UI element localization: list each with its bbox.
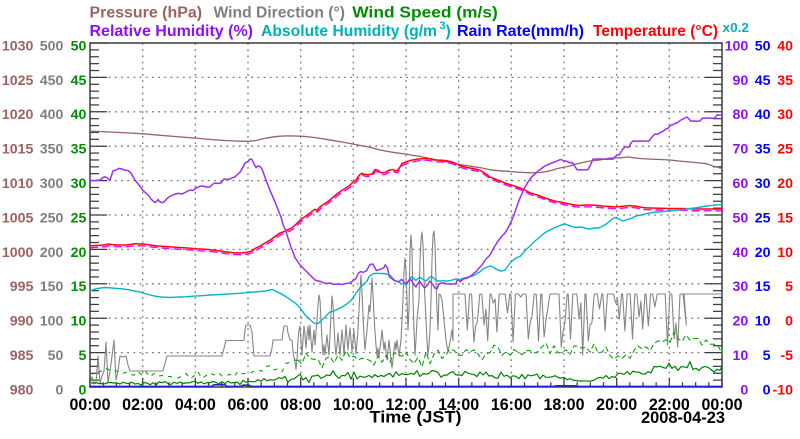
- svg-text:Wind Speed (m/s): Wind Speed (m/s): [352, 4, 498, 21]
- svg-text:Time (JST): Time (JST): [370, 409, 462, 427]
- svg-text:80: 80: [733, 107, 749, 123]
- svg-text:995: 995: [10, 279, 34, 295]
- svg-text:-10: -10: [772, 382, 793, 398]
- svg-text:100: 100: [725, 38, 749, 54]
- svg-text:1010: 1010: [2, 176, 34, 192]
- svg-text:25: 25: [71, 210, 87, 226]
- svg-text:45: 45: [755, 73, 771, 89]
- svg-text:350: 350: [40, 142, 64, 158]
- svg-text:250: 250: [40, 210, 64, 226]
- svg-text:10: 10: [71, 314, 87, 330]
- svg-text:50: 50: [71, 38, 87, 54]
- svg-text:0: 0: [785, 314, 793, 330]
- svg-text:0: 0: [56, 382, 64, 398]
- svg-text:40: 40: [71, 107, 87, 123]
- svg-text:50: 50: [755, 38, 771, 54]
- svg-text:Wind Direction (°): Wind Direction (°): [214, 4, 346, 21]
- svg-text:60: 60: [733, 176, 749, 192]
- svg-text:Absolute Humidity (g/m: Absolute Humidity (g/m: [261, 23, 437, 40]
- svg-text:35: 35: [71, 142, 87, 158]
- svg-text:15: 15: [777, 210, 793, 226]
- svg-text:18:00: 18:00: [544, 395, 585, 414]
- svg-text:10: 10: [755, 314, 771, 330]
- svg-text:00:00: 00:00: [70, 395, 111, 414]
- svg-text:40: 40: [733, 245, 749, 261]
- svg-text:12:00: 12:00: [386, 395, 427, 414]
- svg-text:16:00: 16:00: [491, 395, 532, 414]
- svg-text:1000: 1000: [2, 245, 34, 261]
- svg-text:10: 10: [777, 245, 793, 261]
- svg-text:1020: 1020: [2, 107, 34, 123]
- svg-text:30: 30: [777, 107, 793, 123]
- svg-text:40: 40: [755, 107, 771, 123]
- svg-text:02:00: 02:00: [122, 395, 163, 414]
- svg-text:35: 35: [755, 142, 771, 158]
- svg-text:300: 300: [40, 176, 64, 192]
- svg-text:3: 3: [440, 20, 446, 32]
- svg-text:50: 50: [48, 348, 64, 364]
- svg-text:20: 20: [71, 245, 87, 261]
- svg-text:1015: 1015: [2, 142, 34, 158]
- svg-text:5: 5: [785, 279, 793, 295]
- svg-text:1025: 1025: [2, 73, 34, 89]
- svg-text:70: 70: [733, 142, 749, 158]
- svg-text:0: 0: [740, 382, 748, 398]
- svg-text:08:00: 08:00: [280, 395, 321, 414]
- svg-text:20: 20: [777, 176, 793, 192]
- svg-text:150: 150: [40, 279, 64, 295]
- svg-text:40: 40: [777, 38, 793, 54]
- svg-text:200: 200: [40, 245, 64, 261]
- svg-text:14:00: 14:00: [438, 395, 479, 414]
- svg-text:5: 5: [763, 348, 771, 364]
- svg-text:Pressure (hPa): Pressure (hPa): [90, 4, 203, 21]
- svg-text:25: 25: [777, 142, 793, 158]
- svg-text:20:00: 20:00: [596, 395, 637, 414]
- svg-text:400: 400: [40, 107, 64, 123]
- svg-text:06:00: 06:00: [228, 395, 269, 414]
- svg-text:): ): [446, 23, 451, 40]
- svg-text:1005: 1005: [2, 210, 34, 226]
- svg-text:x0.2: x0.2: [723, 21, 750, 35]
- svg-text:15: 15: [755, 279, 771, 295]
- svg-text:30: 30: [71, 176, 87, 192]
- svg-text:0: 0: [763, 382, 771, 398]
- svg-text:90: 90: [733, 73, 749, 89]
- svg-text:Relative Humidity (%): Relative Humidity (%): [90, 23, 254, 40]
- svg-text:35: 35: [777, 73, 793, 89]
- svg-text:04:00: 04:00: [175, 395, 216, 414]
- svg-text:25: 25: [755, 210, 771, 226]
- svg-text:20: 20: [755, 245, 771, 261]
- svg-text:20: 20: [733, 314, 749, 330]
- svg-text:10:00: 10:00: [333, 395, 374, 414]
- svg-text:22:00: 22:00: [649, 395, 690, 414]
- svg-text:10: 10: [733, 348, 749, 364]
- svg-text:Temperature (°C): Temperature (°C): [593, 23, 718, 40]
- svg-text:2008-04-23: 2008-04-23: [641, 409, 725, 427]
- svg-text:980: 980: [10, 382, 34, 398]
- svg-text:1030: 1030: [2, 38, 34, 54]
- svg-text:45: 45: [71, 73, 87, 89]
- svg-text:-5: -5: [780, 348, 793, 364]
- svg-text:990: 990: [10, 314, 34, 330]
- svg-text:30: 30: [733, 279, 749, 295]
- svg-text:00:00: 00:00: [702, 395, 743, 414]
- svg-text:30: 30: [755, 176, 771, 192]
- svg-text:15: 15: [71, 279, 87, 295]
- svg-text:985: 985: [10, 348, 34, 364]
- svg-text:0: 0: [79, 382, 87, 398]
- svg-text:100: 100: [40, 314, 64, 330]
- svg-text:450: 450: [40, 73, 64, 89]
- svg-text:500: 500: [40, 38, 64, 54]
- svg-text:5: 5: [79, 348, 87, 364]
- svg-text:50: 50: [733, 210, 749, 226]
- svg-text:Rain Rate(mm/h): Rain Rate(mm/h): [457, 23, 584, 40]
